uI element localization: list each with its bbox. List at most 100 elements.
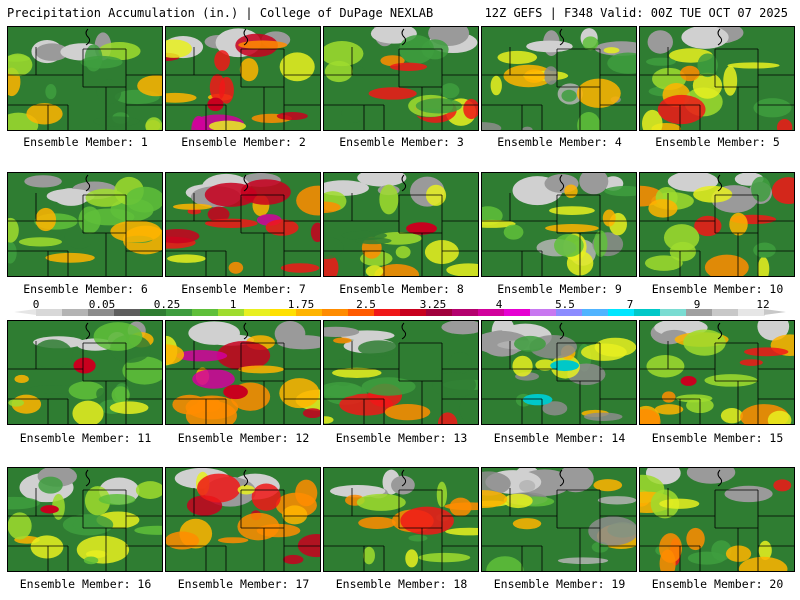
light-precip-area xyxy=(357,173,407,187)
heavy-precip-core xyxy=(550,360,580,372)
ensemble-member-label: Ensemble Member: 17 xyxy=(177,577,310,591)
precip-area xyxy=(122,356,162,385)
precip-area xyxy=(482,490,508,509)
precip-area xyxy=(135,481,162,499)
ensemble-map-panel xyxy=(481,467,637,572)
light-precip-area xyxy=(24,175,62,188)
precip-area xyxy=(78,206,101,234)
colorbar-tick-label: 12 xyxy=(756,298,770,311)
state-borders xyxy=(8,193,162,276)
precip-area xyxy=(134,525,162,535)
precip-area xyxy=(98,42,141,61)
river-line xyxy=(243,28,249,46)
precip-area xyxy=(110,220,162,243)
light-precip-area xyxy=(441,321,478,335)
precip-area xyxy=(432,372,476,398)
precip-map xyxy=(640,468,794,571)
colorbar-segment xyxy=(634,309,661,316)
colorbar-segment xyxy=(478,309,505,316)
precip-area xyxy=(8,241,17,264)
precip-area xyxy=(324,41,364,67)
precip-area xyxy=(324,416,334,424)
precip-area xyxy=(640,409,661,424)
colorbar-segment xyxy=(582,309,609,316)
colorbar-segment xyxy=(322,309,349,316)
precip-map xyxy=(324,173,478,276)
precip-area xyxy=(661,391,676,403)
state-borders xyxy=(8,341,162,424)
heavy-precip-core xyxy=(522,393,553,406)
precip-area xyxy=(361,377,416,396)
precip-area xyxy=(207,206,230,222)
precip-area xyxy=(545,224,599,233)
colorbar-segment xyxy=(296,309,323,316)
precip-area xyxy=(426,562,463,571)
precip-map xyxy=(8,468,162,571)
light-precip-area xyxy=(579,173,609,195)
precip-map xyxy=(640,173,794,276)
colorbar-segment xyxy=(166,309,193,316)
ensemble-map-panel xyxy=(165,467,321,572)
state-borders xyxy=(324,488,478,571)
river-line xyxy=(717,322,723,340)
ensemble-map-panel xyxy=(7,320,163,425)
precip-area xyxy=(302,408,320,419)
precip-area xyxy=(646,354,685,378)
precip-map xyxy=(166,468,320,571)
ensemble-map-panel xyxy=(639,172,795,277)
river-line xyxy=(401,174,407,192)
precip-area xyxy=(214,50,230,71)
precip-area xyxy=(482,471,511,496)
precip-area xyxy=(405,549,419,568)
precip-area xyxy=(166,531,200,550)
colorbar-segment xyxy=(530,309,557,316)
precip-area xyxy=(8,217,19,243)
colorbar-segment xyxy=(686,309,713,316)
state-borders xyxy=(640,341,794,424)
precip-area xyxy=(399,35,435,64)
colorbar-tick-label: 1.75 xyxy=(287,298,315,311)
ensemble-member-label: Ensemble Member: 11 xyxy=(19,431,152,445)
precip-area xyxy=(482,219,516,228)
precip-area xyxy=(205,218,258,228)
colorbar-segment xyxy=(712,309,739,316)
precip-area xyxy=(400,506,454,535)
precip-area xyxy=(395,245,411,259)
precip-area xyxy=(265,219,299,236)
precip-area xyxy=(358,516,396,529)
precip-area xyxy=(654,404,684,415)
precip-area xyxy=(30,535,64,559)
precip-area xyxy=(603,47,620,54)
precip-area xyxy=(720,407,743,424)
colorbar-tick-label: 0 xyxy=(32,298,40,311)
precip-area xyxy=(333,337,352,344)
precip-area xyxy=(384,404,431,421)
precip-area xyxy=(659,498,700,509)
precip-area xyxy=(166,344,185,365)
precip-area xyxy=(773,479,792,492)
colorbar-segment xyxy=(36,309,63,316)
precip-area xyxy=(191,115,207,130)
colorbar-segment xyxy=(348,309,375,316)
precip-area xyxy=(280,263,320,273)
precip-area xyxy=(607,52,636,74)
precip-area xyxy=(576,78,621,108)
heavy-precip-core xyxy=(680,376,697,386)
precip-area xyxy=(449,497,472,517)
ensemble-member-label: Ensemble Member: 1 xyxy=(23,135,148,149)
ensemble-map-panel xyxy=(165,172,321,277)
precip-area xyxy=(219,76,234,104)
precip-area xyxy=(239,58,259,82)
ensemble-map-panel xyxy=(481,320,637,425)
precip-area xyxy=(379,184,399,215)
precip-area xyxy=(642,109,663,130)
precip-map xyxy=(482,321,636,424)
precip-area xyxy=(8,53,33,77)
precip-map xyxy=(166,321,320,424)
precip-area xyxy=(324,255,339,276)
precip-map xyxy=(166,27,320,130)
precip-area xyxy=(276,112,308,121)
precip-area xyxy=(657,94,706,125)
precip-area xyxy=(463,98,478,120)
colorbar-tick-label: 3.25 xyxy=(419,298,447,311)
